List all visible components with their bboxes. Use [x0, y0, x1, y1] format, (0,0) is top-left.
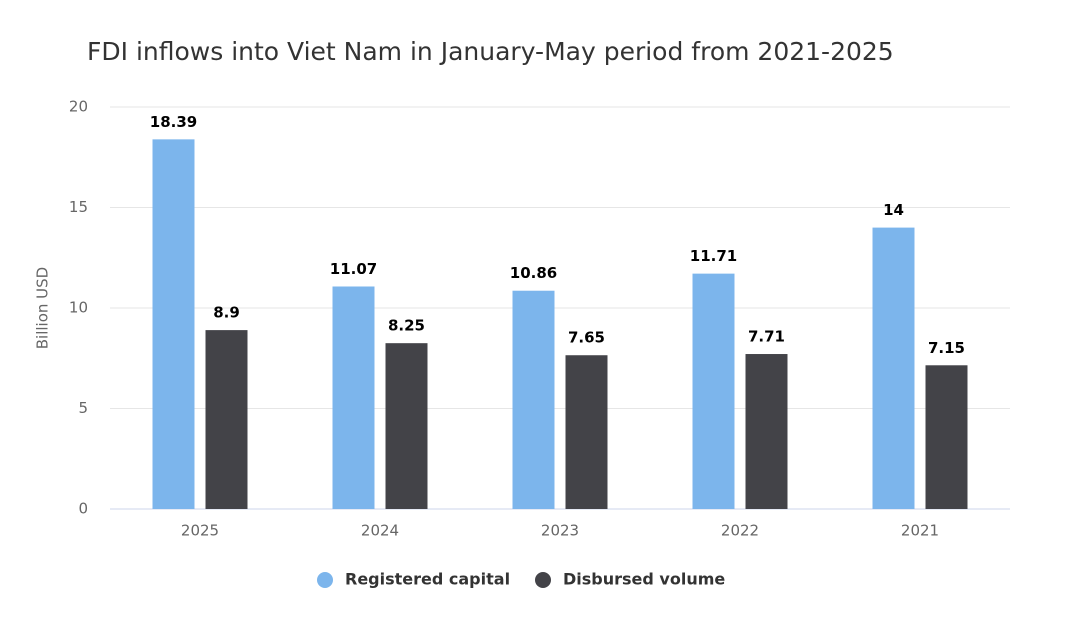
x-tick-label: 2024 [361, 522, 399, 540]
x-tick-label: 2023 [541, 522, 579, 540]
x-tick-label: 2025 [181, 522, 219, 540]
x-tick-label: 2021 [901, 522, 939, 540]
bar [745, 354, 788, 509]
bar [152, 139, 195, 509]
y-tick-label: 15 [69, 198, 88, 216]
data-label: 14 [883, 201, 904, 219]
data-label: 8.25 [388, 317, 425, 335]
bar [692, 273, 735, 509]
data-label: 18.39 [150, 113, 197, 131]
data-label: 7.71 [748, 328, 785, 346]
bar [925, 365, 968, 509]
y-tick-label: 10 [69, 299, 88, 317]
y-axis-label: Billion USD [34, 267, 52, 349]
legend-label: Disbursed volume [563, 570, 725, 589]
bar [512, 290, 555, 509]
bar [872, 227, 915, 509]
y-tick-label: 0 [78, 500, 88, 518]
y-tick-label: 20 [69, 98, 88, 116]
legend-marker [535, 572, 551, 588]
y-tick-label: 5 [78, 399, 88, 417]
bar [205, 330, 248, 509]
bar [332, 286, 375, 509]
data-label: 11.07 [330, 260, 377, 278]
legend-marker [317, 572, 333, 588]
bar [565, 355, 608, 509]
data-label: 8.9 [213, 304, 240, 322]
legend-label: Registered capital [345, 570, 510, 589]
data-label: 7.15 [928, 339, 965, 357]
data-label: 10.86 [510, 264, 557, 282]
data-label: 11.71 [690, 247, 737, 265]
x-tick-label: 2022 [721, 522, 759, 540]
bar [385, 343, 428, 509]
data-label: 7.65 [568, 329, 605, 347]
chart-title: FDI inflows into Viet Nam in January-May… [87, 37, 894, 66]
